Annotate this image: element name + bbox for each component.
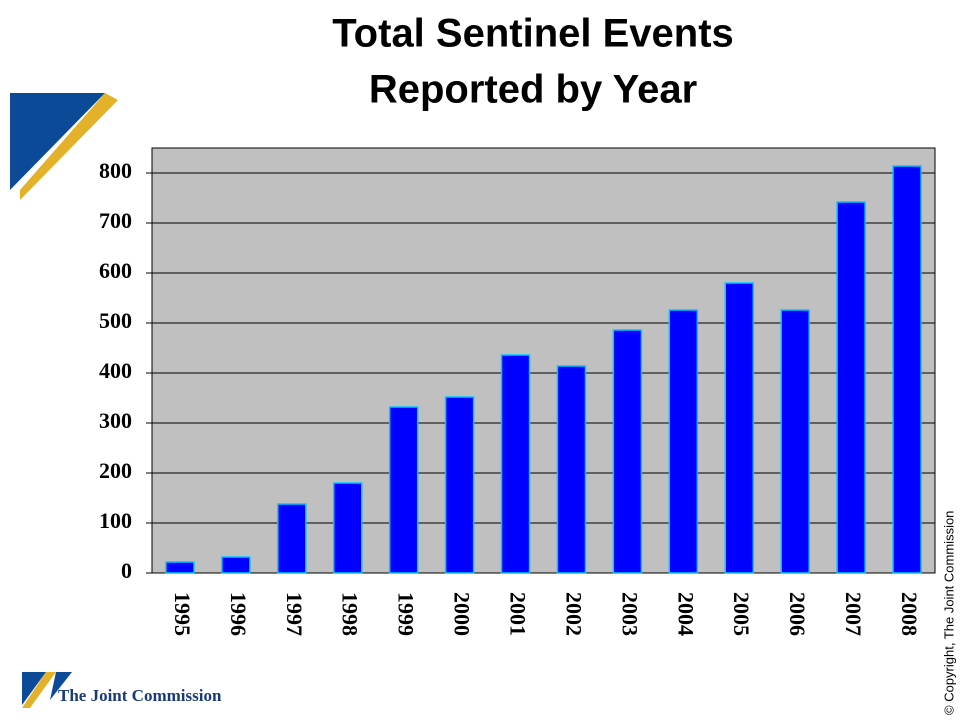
x-tick-label: 2007 <box>841 592 866 636</box>
x-tick-label: 2001 <box>505 592 530 636</box>
logo-text: The Joint Commission <box>58 686 222 705</box>
bar <box>388 406 419 574</box>
logo-shape <box>20 93 118 200</box>
x-tick-label: 2008 <box>897 592 922 636</box>
x-tick-label: 2002 <box>561 592 586 636</box>
bar <box>612 329 643 574</box>
bar <box>500 354 531 574</box>
x-tick-label: 1999 <box>394 592 419 636</box>
x-tick-label: 2006 <box>785 592 810 636</box>
bar <box>333 482 363 574</box>
y-tick-label: 0 <box>121 558 132 583</box>
bar <box>165 561 195 574</box>
y-tick-label: 400 <box>99 358 132 383</box>
copyright: © Copyright, The Joint Commission <box>941 511 956 715</box>
x-tick-label: 2005 <box>729 592 754 636</box>
x-tick-label: 1998 <box>338 592 363 636</box>
plot-area <box>151 147 936 574</box>
x-tick-label: 2004 <box>673 592 698 636</box>
y-tick-label: 800 <box>99 158 132 183</box>
bar <box>277 503 307 574</box>
x-tick-label: 2003 <box>617 592 642 636</box>
y-tick-label: 100 <box>99 508 132 533</box>
bar <box>668 309 699 574</box>
logo-icon <box>22 672 46 705</box>
x-tick-label: 2000 <box>450 592 475 636</box>
bar <box>221 556 251 574</box>
chart-title: Total Sentinel Events <box>332 12 734 56</box>
bar <box>724 282 754 574</box>
x-tick-label: 1996 <box>226 592 251 636</box>
logo-shape <box>10 93 105 190</box>
bar <box>892 165 922 574</box>
chart-title: Reported by Year <box>369 68 697 112</box>
logo-icon <box>22 672 56 708</box>
y-tick-label: 200 <box>99 458 132 483</box>
x-tick-label: 1997 <box>282 592 307 636</box>
logo-icon <box>50 672 72 700</box>
bar <box>556 365 587 574</box>
y-tick-label: 300 <box>99 408 132 433</box>
x-tick-label: 1995 <box>170 592 195 636</box>
y-tick-label: 600 <box>99 258 132 283</box>
bar <box>444 396 475 574</box>
bar <box>780 309 810 574</box>
y-tick-label: 500 <box>99 308 132 333</box>
bar <box>836 201 866 574</box>
y-tick-label: 700 <box>99 208 132 233</box>
